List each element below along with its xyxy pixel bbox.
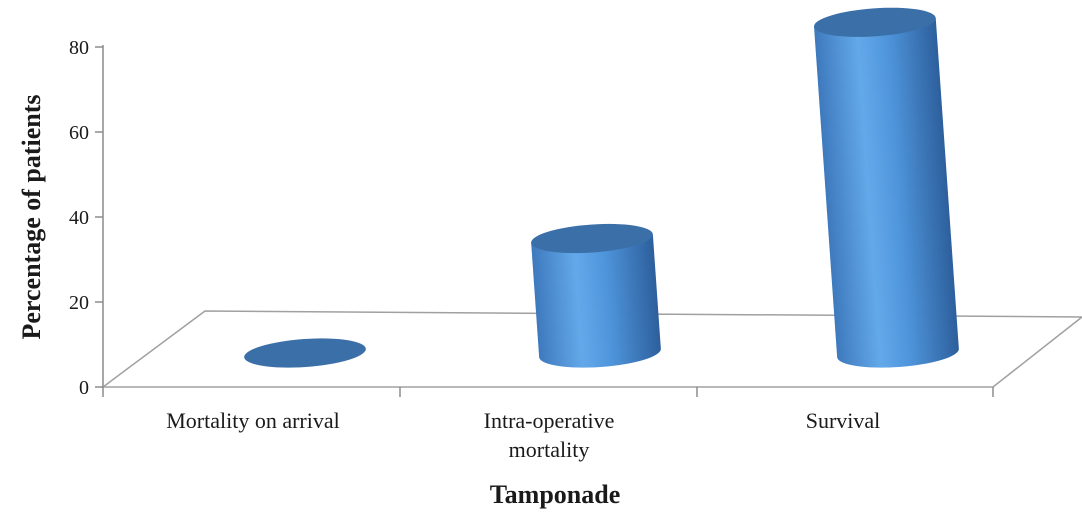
x-tick-label: Mortality on arrival: [166, 408, 340, 433]
bar-body: [814, 18, 959, 368]
category-labels: Mortality on arrival Intra-operative morta…: [166, 408, 880, 462]
y-tick-label: 20: [69, 292, 89, 314]
y-tick-label: 80: [69, 37, 89, 59]
y-tick-label: 0: [79, 377, 89, 399]
bar-body: [531, 234, 661, 368]
bar-top: [244, 338, 366, 368]
x-tick-label: Intra-operative mortality: [484, 408, 615, 462]
bar-1: [531, 223, 661, 368]
y-axis-title: Percentage of patients: [17, 94, 46, 339]
bar-2: [814, 7, 959, 368]
bar-top: [531, 223, 653, 254]
y-tick-label: 60: [69, 122, 89, 144]
bars: [244, 7, 959, 368]
x-tick-label: Survival: [806, 408, 881, 433]
y-tick-label: 40: [69, 207, 89, 229]
y-axis: 0 20 40 60 80: [69, 37, 994, 399]
bar-0: [244, 338, 366, 368]
bar-top: [814, 7, 936, 37]
x-axis-title: Tamponade: [490, 480, 621, 509]
